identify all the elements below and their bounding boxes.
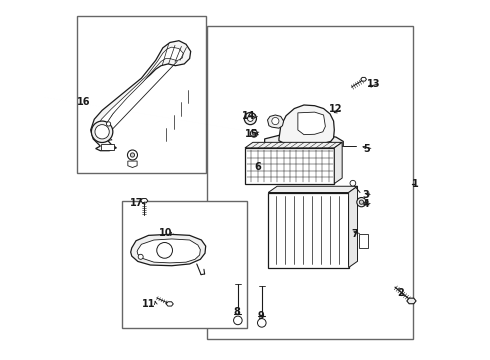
Text: 7: 7 bbox=[352, 229, 358, 239]
Circle shape bbox=[92, 121, 113, 143]
Circle shape bbox=[272, 117, 279, 125]
Circle shape bbox=[106, 122, 111, 126]
Circle shape bbox=[245, 112, 256, 125]
Circle shape bbox=[357, 198, 366, 207]
Text: 6: 6 bbox=[254, 162, 261, 172]
Text: 5: 5 bbox=[363, 144, 370, 154]
Text: 11: 11 bbox=[142, 299, 155, 309]
Text: 17: 17 bbox=[130, 198, 143, 208]
Circle shape bbox=[247, 116, 253, 121]
Polygon shape bbox=[141, 199, 148, 203]
Polygon shape bbox=[334, 142, 342, 184]
Text: 14: 14 bbox=[242, 111, 255, 121]
Bar bbox=[122, 202, 247, 328]
Polygon shape bbox=[166, 302, 173, 306]
Polygon shape bbox=[268, 193, 348, 267]
Text: 15: 15 bbox=[245, 129, 259, 139]
Circle shape bbox=[127, 150, 138, 160]
Polygon shape bbox=[91, 41, 191, 151]
Circle shape bbox=[252, 132, 255, 135]
Text: 8: 8 bbox=[234, 307, 241, 317]
Text: 9: 9 bbox=[258, 311, 265, 321]
Polygon shape bbox=[265, 134, 343, 152]
Polygon shape bbox=[245, 142, 342, 148]
Circle shape bbox=[138, 254, 143, 259]
Polygon shape bbox=[359, 234, 368, 248]
Bar bbox=[77, 16, 206, 173]
Polygon shape bbox=[361, 77, 367, 81]
Text: 12: 12 bbox=[329, 104, 343, 114]
Text: 3: 3 bbox=[363, 190, 369, 200]
Circle shape bbox=[130, 153, 135, 157]
Polygon shape bbox=[407, 298, 416, 304]
Text: 4: 4 bbox=[363, 199, 369, 209]
Text: 2: 2 bbox=[397, 288, 404, 297]
Bar bbox=[207, 26, 413, 339]
Polygon shape bbox=[348, 186, 358, 267]
Polygon shape bbox=[245, 148, 334, 184]
Text: 13: 13 bbox=[367, 78, 380, 89]
Bar bbox=[272, 196, 345, 264]
Circle shape bbox=[350, 180, 356, 186]
Circle shape bbox=[359, 200, 364, 204]
Polygon shape bbox=[98, 47, 183, 141]
Circle shape bbox=[157, 243, 172, 258]
Polygon shape bbox=[279, 105, 334, 145]
Polygon shape bbox=[137, 239, 200, 263]
Text: 1: 1 bbox=[413, 179, 419, 189]
Circle shape bbox=[258, 319, 266, 327]
Polygon shape bbox=[298, 112, 325, 135]
Polygon shape bbox=[128, 161, 137, 167]
Text: 16: 16 bbox=[77, 97, 90, 107]
Polygon shape bbox=[131, 234, 206, 266]
Polygon shape bbox=[268, 186, 358, 193]
Circle shape bbox=[234, 316, 242, 325]
Text: 10: 10 bbox=[159, 228, 172, 238]
Polygon shape bbox=[101, 144, 114, 150]
Circle shape bbox=[95, 125, 109, 139]
Polygon shape bbox=[268, 115, 284, 128]
Circle shape bbox=[250, 130, 258, 137]
